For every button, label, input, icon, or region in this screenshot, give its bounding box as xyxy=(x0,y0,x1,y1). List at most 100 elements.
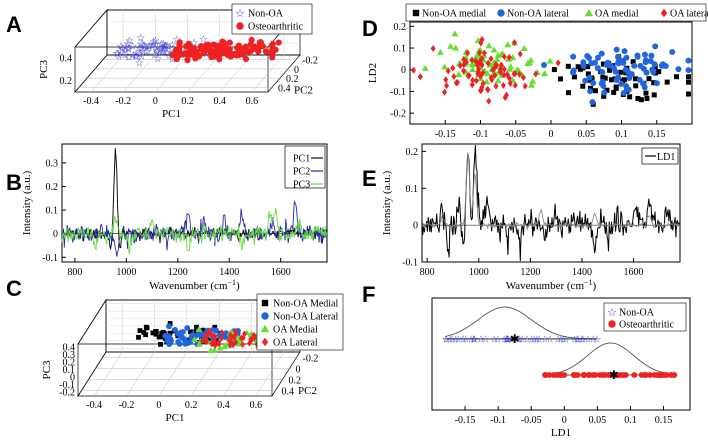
floor xyxy=(77,351,301,397)
data-point xyxy=(587,88,594,95)
panel-b: 800 1000 1200 1400 1600 -0.1 0 0.1 0.2 0.3 Wavenum… xyxy=(21,143,328,292)
data-point xyxy=(182,340,189,347)
data-point: ☆ xyxy=(116,42,125,53)
data-point: ☆ xyxy=(553,334,562,345)
data-point xyxy=(478,39,484,47)
density-curve xyxy=(544,342,676,375)
grid-line xyxy=(158,351,188,397)
data-point xyxy=(643,90,649,96)
data-point xyxy=(497,9,505,17)
data-point xyxy=(259,43,266,50)
data-point xyxy=(216,339,221,346)
data-point xyxy=(613,372,620,378)
y-tick-label: 0 xyxy=(413,221,418,232)
data-point: ☆ xyxy=(152,46,161,57)
data-point xyxy=(141,329,147,335)
panel-letter-c: C xyxy=(6,276,22,301)
data-point: ☆ xyxy=(158,44,167,55)
data-point xyxy=(209,340,214,348)
data-point: ☆ xyxy=(461,334,470,345)
data-point xyxy=(635,95,641,101)
data-point xyxy=(240,341,246,348)
data-point xyxy=(529,77,537,84)
data-point xyxy=(167,337,174,344)
data-point xyxy=(188,329,193,335)
data-point xyxy=(479,55,485,63)
data-point: ☆ xyxy=(153,54,162,65)
data-point xyxy=(647,372,653,378)
x-axis-label: Wavenumber (cm−1) xyxy=(149,278,240,292)
data-point: ☆ xyxy=(172,35,181,46)
data-point xyxy=(590,79,597,86)
y-axis-label: LD2 xyxy=(367,63,379,83)
data-point: ☆ xyxy=(168,54,177,65)
data-point: ☆ xyxy=(124,43,133,54)
data-point xyxy=(674,74,680,80)
data-point: ☆ xyxy=(469,334,478,345)
data-point xyxy=(653,80,660,87)
data-point xyxy=(483,70,491,77)
legend-box xyxy=(405,3,707,22)
data-point xyxy=(227,341,233,348)
legend-box xyxy=(256,293,344,351)
data-point xyxy=(480,69,486,77)
data-point: ☆ xyxy=(160,43,169,54)
data-point xyxy=(626,75,633,82)
data-point xyxy=(461,61,467,69)
data-point: ☆ xyxy=(137,51,146,62)
data-point xyxy=(613,46,620,53)
data-point: ☆ xyxy=(157,39,166,50)
data-point xyxy=(248,337,254,345)
data-point xyxy=(176,46,183,53)
data-point xyxy=(475,69,481,77)
legend-label: LD1 xyxy=(657,152,675,163)
x-axis-label-end: ) xyxy=(236,280,240,292)
data-point xyxy=(601,93,607,99)
data-point xyxy=(641,51,648,58)
data-point xyxy=(512,81,518,89)
data-point xyxy=(570,53,577,60)
data-point: ☆ xyxy=(490,334,499,345)
data-point xyxy=(611,89,617,95)
panel-e: 800 1000 1200 1400 1600 -0.1 0 0.1 0.2 Wavenumber… xyxy=(381,143,681,292)
data-point xyxy=(651,80,657,86)
y-axis-label: Intensity (a.u.) xyxy=(381,170,393,235)
y-tick-label: 0.1 xyxy=(394,44,407,55)
data-point xyxy=(669,48,676,55)
z-tick-label: -0.2 xyxy=(59,387,75,398)
data-point: ☆ xyxy=(570,334,579,345)
legend-box xyxy=(603,302,687,332)
data-point xyxy=(485,42,493,49)
data-point xyxy=(165,333,172,340)
series-line-reference xyxy=(421,152,681,231)
data-point xyxy=(574,372,581,378)
data-point xyxy=(219,328,225,336)
data-point xyxy=(638,97,644,103)
data-point: ☆ xyxy=(142,47,151,58)
y-axis-label: PC2 xyxy=(294,85,313,97)
x-tick-label: 1000 xyxy=(116,267,136,278)
data-point: ☆ xyxy=(136,33,145,44)
data-point xyxy=(233,338,239,346)
density-curve xyxy=(445,306,597,340)
data-point xyxy=(269,40,276,48)
x-axis-label-text: Wavenumber (cm xyxy=(506,280,585,292)
data-point xyxy=(623,54,630,61)
data-point xyxy=(663,372,670,378)
grid-line xyxy=(126,351,155,397)
data-point xyxy=(592,88,598,94)
legend-label: OA Medial xyxy=(273,325,318,336)
panel-c: -0.4 -0.2 0 0.2 0.4 0.6-0.200.20.40.40.30.20.… xyxy=(41,293,344,424)
data-point: ☆ xyxy=(124,45,133,56)
data-point: ☆ xyxy=(503,334,512,345)
panel-letter-b: B xyxy=(6,170,22,195)
data-point xyxy=(476,65,482,73)
data-point: ☆ xyxy=(574,334,583,345)
data-point xyxy=(242,55,250,63)
data-point xyxy=(485,59,491,67)
data-point xyxy=(642,372,649,378)
data-point xyxy=(507,79,513,87)
data-point xyxy=(269,45,276,52)
data-point: ☆ xyxy=(593,334,602,345)
data-point xyxy=(621,48,628,55)
